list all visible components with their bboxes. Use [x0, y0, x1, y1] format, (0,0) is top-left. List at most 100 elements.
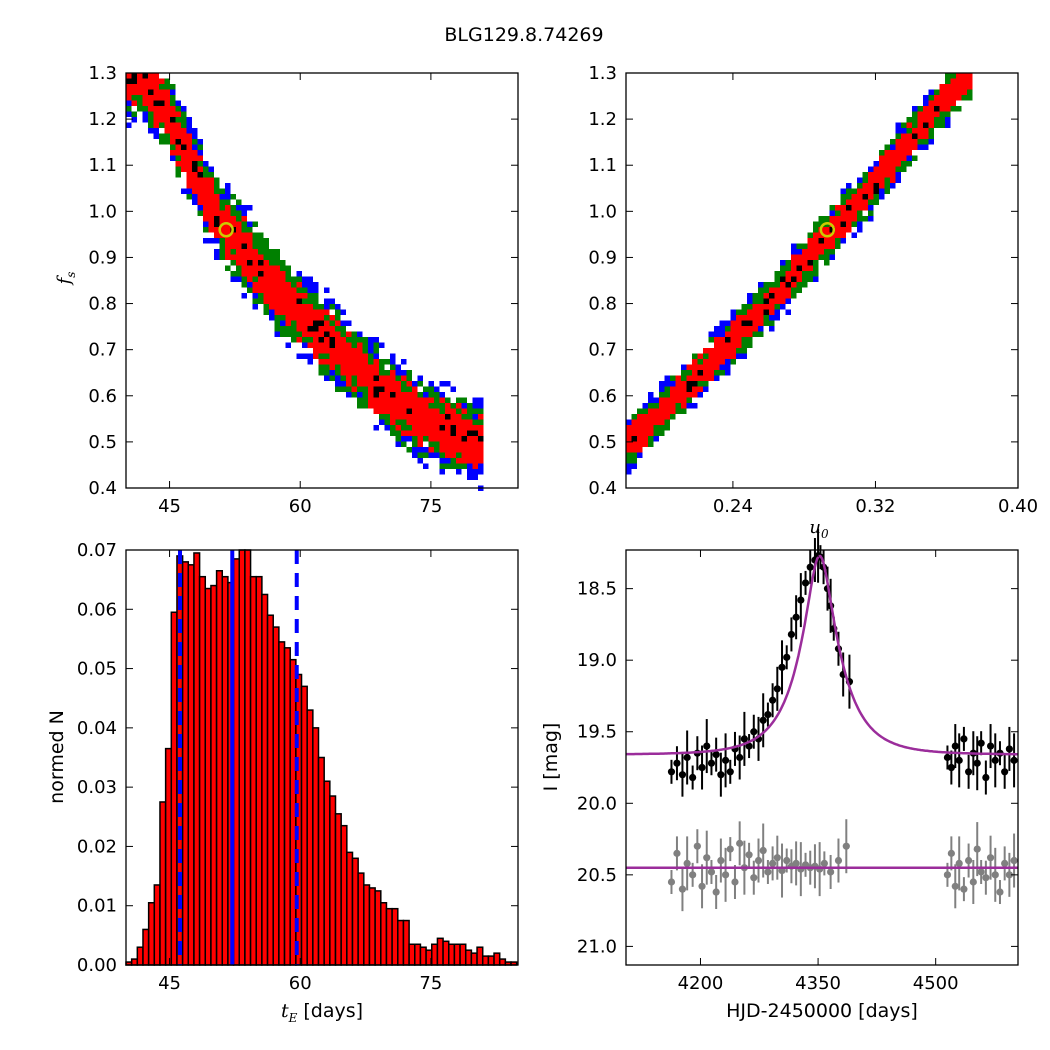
tl-cell — [236, 232, 242, 238]
tl-cell — [280, 315, 286, 321]
tl-cell — [296, 287, 302, 293]
tl-cell — [406, 447, 412, 453]
tr-cell — [719, 353, 725, 359]
tr-cell — [791, 282, 797, 288]
tl-cell — [406, 408, 412, 414]
tr-cell — [961, 78, 967, 84]
tr-cell — [796, 249, 802, 255]
tl-cell — [252, 221, 258, 227]
tl-cell — [461, 430, 467, 436]
tr-cell — [873, 166, 879, 172]
tl-cell — [219, 194, 225, 200]
tr-cell — [824, 227, 830, 233]
tr-cell — [752, 293, 758, 299]
tr-cell — [758, 320, 764, 326]
tl-cell — [263, 304, 269, 310]
tr-cell — [730, 359, 736, 365]
tl-cell — [170, 128, 176, 134]
residuals-point — [703, 854, 711, 862]
tl-cell — [181, 122, 187, 128]
tl-cell — [302, 282, 308, 288]
tl-cell — [263, 293, 269, 299]
tl-cell — [351, 381, 357, 387]
tl-cell — [142, 100, 148, 106]
tl-cell — [153, 106, 159, 112]
tr-cell — [923, 117, 929, 123]
tl-cell — [291, 282, 297, 288]
tl-cell — [296, 282, 302, 288]
tl-cell — [434, 425, 440, 431]
tl-cell — [214, 221, 220, 227]
tr-cell — [884, 150, 890, 156]
tr-cell — [906, 117, 912, 123]
histogram-bar — [244, 549, 252, 966]
tr-cell — [846, 188, 852, 194]
tl-cell — [373, 408, 379, 414]
tl-cell — [318, 320, 324, 326]
tl-cell — [467, 441, 473, 447]
histogram-bar — [368, 887, 376, 966]
tl-cell — [346, 320, 352, 326]
data-point — [764, 710, 772, 719]
tr-cell — [796, 287, 802, 293]
tl-cell — [175, 117, 181, 123]
tl-cell — [241, 243, 247, 249]
tr-cell — [648, 408, 654, 414]
tl-cell — [335, 386, 341, 392]
tl-cell — [395, 430, 401, 436]
tr-cell — [642, 408, 648, 414]
data-point — [683, 753, 691, 762]
tl-cell — [390, 419, 396, 425]
tl-cell — [456, 430, 462, 436]
tr-cell — [813, 227, 819, 233]
tl-cell — [428, 408, 434, 414]
tl-cell — [214, 188, 220, 194]
tl-cell — [285, 276, 291, 282]
tr-cell — [785, 282, 791, 288]
tl-cell — [390, 364, 396, 370]
tl-cell — [434, 397, 440, 403]
tr-cell — [763, 298, 769, 304]
tl-cell — [390, 375, 396, 381]
tr-cell — [939, 84, 945, 90]
tl-cell — [307, 342, 313, 348]
tl-cell — [302, 320, 308, 326]
tl-cell — [395, 364, 401, 370]
tr-cell — [906, 133, 912, 139]
tl-cell — [346, 392, 352, 398]
tr-cell — [769, 315, 775, 321]
tl-cell — [362, 342, 368, 348]
histogram-bar — [436, 937, 444, 966]
tl-cell — [302, 293, 308, 299]
tr-cell — [785, 287, 791, 293]
tr-cell — [686, 403, 692, 409]
tr-cell — [692, 364, 698, 370]
tr-cell — [857, 194, 863, 200]
tr-cell — [747, 320, 753, 326]
tr-cell — [648, 441, 654, 447]
tl-cell — [434, 436, 440, 442]
tr-cell — [868, 199, 874, 205]
tr-cell — [802, 282, 808, 288]
tl-cell — [362, 381, 368, 387]
tr-cell — [631, 419, 637, 425]
tr-cell — [912, 144, 918, 150]
tl-cell — [362, 403, 368, 409]
tl-cell — [346, 348, 352, 354]
data-point — [726, 768, 734, 776]
data-point — [707, 759, 716, 767]
tl-cell — [450, 408, 456, 414]
tr-cell — [862, 194, 868, 200]
tl-cell — [280, 304, 286, 310]
tl-cell — [219, 199, 225, 205]
tl-cell — [390, 381, 396, 387]
tl-cell — [175, 111, 181, 117]
tr-cell — [813, 271, 819, 277]
tr-cell — [626, 430, 632, 436]
tr-cell — [752, 304, 758, 310]
tr-cell — [846, 183, 852, 189]
tl-cell — [434, 392, 440, 398]
tl-cell — [285, 342, 291, 348]
tl-cell — [412, 397, 418, 403]
